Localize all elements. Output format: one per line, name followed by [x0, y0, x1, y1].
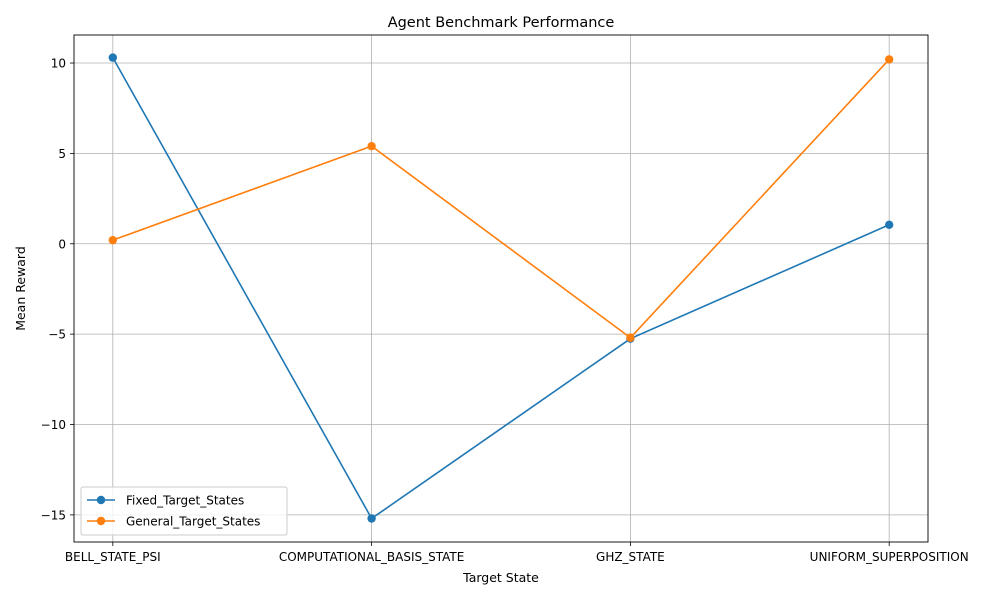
y-tick-label: −5 [48, 328, 66, 342]
data-point [884, 220, 894, 229]
x-axis-ticks: BELL_STATE_PSI COMPUTATIONAL_BASIS_STATE G… [65, 542, 969, 564]
legend-entry: Fixed_Target_States [87, 494, 244, 508]
legend-box [80, 486, 288, 536]
legend-marker [96, 516, 106, 526]
y-tick-label: 0 [58, 237, 66, 251]
series-1 [108, 53, 894, 523]
legend-marker [96, 495, 106, 505]
x-axis-label: Target State [462, 570, 539, 585]
plot-area-frame [73, 34, 929, 543]
data-point [367, 141, 376, 151]
legend: Fixed_Target_States General_Target_States [80, 486, 288, 536]
data-point [108, 53, 118, 62]
grid [74, 35, 928, 542]
series-layer [108, 53, 894, 523]
data-point [367, 514, 376, 523]
x-tick-label: UNIFORM_SUPERPOSITION [810, 550, 969, 564]
y-axis-label: Mean Reward [13, 246, 28, 331]
y-tick-label: 5 [58, 147, 66, 161]
legend-entry: General_Target_States [87, 515, 260, 529]
chart-title: Agent Benchmark Performance [388, 15, 615, 31]
series-line [112, 58, 890, 339]
x-tick-label: BELL_STATE_PSI [65, 550, 161, 564]
y-tick-label: −15 [41, 508, 66, 522]
series-2 [108, 55, 894, 342]
data-point [108, 235, 118, 245]
x-tick-label: GHZ_STATE [596, 550, 665, 564]
data-point [626, 333, 635, 342]
data-point [884, 55, 894, 64]
series-line [112, 57, 890, 520]
legend-items: Fixed_Target_States General_Target_States [87, 494, 260, 529]
legend-label: General_Target_States [126, 515, 260, 529]
y-axis-ticks: −15 −10 −5 0 5 10 [41, 57, 74, 522]
y-tick-label: −10 [41, 418, 66, 432]
legend-label: Fixed_Target_States [126, 494, 244, 508]
x-tick-label: COMPUTATIONAL_BASIS_STATE [279, 550, 464, 564]
y-tick-label: 10 [51, 57, 66, 71]
